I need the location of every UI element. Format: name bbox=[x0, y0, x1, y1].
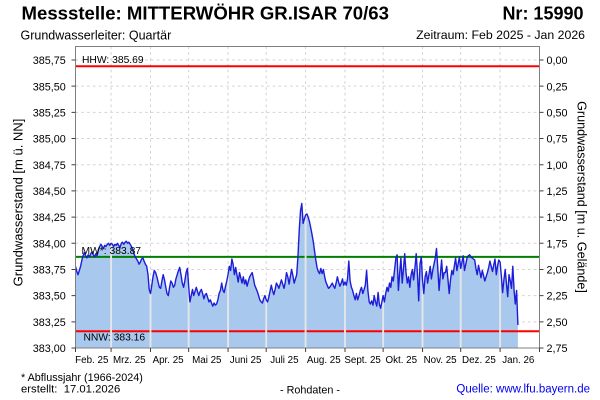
svg-text:384,25: 384,25 bbox=[33, 212, 66, 224]
svg-text:385,50: 385,50 bbox=[33, 81, 66, 93]
svg-text:385,75: 385,75 bbox=[33, 55, 66, 67]
svg-text:0,25: 0,25 bbox=[547, 81, 568, 93]
svg-text:erstellt: 17.01.2026: erstellt: 17.01.2026 bbox=[21, 384, 120, 396]
svg-text:Nov. 25: Nov. 25 bbox=[424, 355, 458, 366]
svg-text:384,50: 384,50 bbox=[33, 186, 66, 198]
svg-text:Dez. 25: Dez. 25 bbox=[462, 355, 496, 366]
svg-text:HHW: 385.69: HHW: 385.69 bbox=[82, 55, 144, 66]
svg-text:MW*: 383.87: MW*: 383.87 bbox=[82, 246, 142, 257]
svg-text:383,25: 383,25 bbox=[33, 317, 66, 329]
svg-text:Feb. 25: Feb. 25 bbox=[75, 355, 109, 366]
svg-text:385,25: 385,25 bbox=[33, 108, 66, 120]
svg-text:Messstelle: MITTERWÖHR GR.ISAR: Messstelle: MITTERWÖHR GR.ISAR 70/63 bbox=[22, 3, 390, 24]
svg-text:383,50: 383,50 bbox=[33, 291, 66, 303]
svg-text:1,75: 1,75 bbox=[547, 238, 568, 250]
svg-text:Quelle: www.lfu.bayern.de: Quelle: www.lfu.bayern.de bbox=[456, 384, 590, 396]
svg-text:Zeitraum: Feb 2025 - Jan 2026: Zeitraum: Feb 2025 - Jan 2026 bbox=[416, 28, 585, 42]
svg-text:1,00: 1,00 bbox=[547, 160, 568, 172]
svg-text:383,00: 383,00 bbox=[33, 343, 66, 355]
svg-text:Mai 25: Mai 25 bbox=[192, 355, 222, 366]
svg-text:0,00: 0,00 bbox=[547, 55, 568, 67]
svg-text:Sept. 25: Sept. 25 bbox=[344, 355, 381, 366]
svg-text:1,25: 1,25 bbox=[547, 186, 568, 198]
svg-text:* Abflussjahr (1966-2024): * Abflussjahr (1966-2024) bbox=[21, 372, 143, 384]
svg-text:Jan. 26: Jan. 26 bbox=[502, 355, 535, 366]
svg-text:Grundwasserstand [m ü. NN]: Grundwasserstand [m ü. NN] bbox=[11, 119, 26, 287]
svg-text:383,75: 383,75 bbox=[33, 265, 66, 277]
svg-text:- Rohdaten -: - Rohdaten - bbox=[280, 384, 340, 396]
svg-text:Juni 25: Juni 25 bbox=[230, 355, 262, 366]
svg-text:385,00: 385,00 bbox=[33, 134, 66, 146]
svg-text:2,75: 2,75 bbox=[547, 343, 568, 355]
svg-text:1,50: 1,50 bbox=[547, 212, 568, 224]
svg-text:384,75: 384,75 bbox=[33, 160, 66, 172]
svg-text:Grundwasserleiter: Quartär: Grundwasserleiter: Quartär bbox=[21, 29, 172, 43]
svg-text:Okt. 25: Okt. 25 bbox=[386, 355, 418, 366]
svg-text:2,50: 2,50 bbox=[547, 317, 568, 329]
svg-text:2,25: 2,25 bbox=[547, 291, 568, 303]
svg-text:384,00: 384,00 bbox=[33, 238, 66, 250]
svg-text:NNW: 383.16: NNW: 383.16 bbox=[84, 333, 146, 344]
svg-text:Mrz. 25: Mrz. 25 bbox=[113, 355, 146, 366]
svg-text:0,50: 0,50 bbox=[547, 108, 568, 120]
svg-text:0,75: 0,75 bbox=[547, 134, 568, 146]
svg-text:Grundwasserstand [m u. Gelände: Grundwasserstand [m u. Gelände] bbox=[575, 101, 589, 293]
svg-text:2,00: 2,00 bbox=[547, 265, 568, 277]
svg-text:Aug. 25: Aug. 25 bbox=[307, 355, 341, 366]
svg-text:Apr. 25: Apr. 25 bbox=[153, 355, 185, 366]
svg-text:Juli 25: Juli 25 bbox=[270, 355, 299, 366]
svg-text:Nr: 15990: Nr: 15990 bbox=[502, 4, 583, 24]
